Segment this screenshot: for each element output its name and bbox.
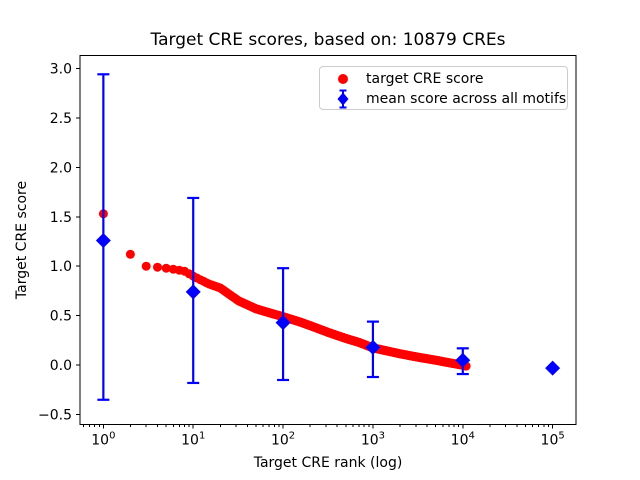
axes-frame <box>79 55 577 425</box>
chart-title: Target CRE scores, based on: 10879 CREs <box>150 30 506 50</box>
y-axis-label: Target CRE score <box>14 180 30 300</box>
tick-marks <box>76 67 554 429</box>
x-tick-label: 100 <box>91 431 115 449</box>
y-tick-label: 2.5 <box>50 111 72 127</box>
mean-diamond-marker <box>185 284 201 300</box>
x-axis-label: Target CRE rank (log) <box>253 455 403 471</box>
y-tick-label: 2.0 <box>50 160 72 176</box>
legend-label: mean score across all motifs <box>366 91 567 107</box>
y-tick-label: −0.5 <box>38 408 72 424</box>
legend-item-mean-score: mean score across all motifs <box>320 89 567 109</box>
red-scatter-series <box>98 209 471 371</box>
blue-errorbar-series <box>95 73 561 401</box>
y-tick-label: 1.5 <box>50 210 72 226</box>
tick-labels: 3.0 2.5 2.0 1.5 1.0 0.5 0.0 −0.5 100 101 102 103 104… <box>38 61 565 448</box>
y-tick-label: 0.0 <box>50 358 72 374</box>
x-tick-label: 101 <box>181 431 205 449</box>
x-tick-label: 104 <box>451 431 475 449</box>
red-circle-marker-icon <box>320 70 366 88</box>
y-tick-label: 1.0 <box>50 259 72 275</box>
x-tick-label: 105 <box>541 431 565 449</box>
x-tick-label: 103 <box>361 431 385 449</box>
mean-diamond-marker <box>95 232 111 248</box>
legend: target CRE score mean score across all m… <box>319 66 568 110</box>
mean-diamond-marker <box>365 339 381 355</box>
mean-diamond-marker <box>455 352 471 368</box>
blue-diamond-errorbar-marker-icon <box>320 89 366 109</box>
y-tick-label: 3.0 <box>50 61 72 77</box>
legend-label: target CRE score <box>366 71 484 87</box>
mean-diamond-marker <box>545 360 561 376</box>
y-tick-label: 0.5 <box>50 309 72 325</box>
x-tick-label: 102 <box>271 431 295 449</box>
mean-diamond-marker <box>275 315 291 331</box>
legend-item-target-cre-score: target CRE score <box>320 69 567 89</box>
